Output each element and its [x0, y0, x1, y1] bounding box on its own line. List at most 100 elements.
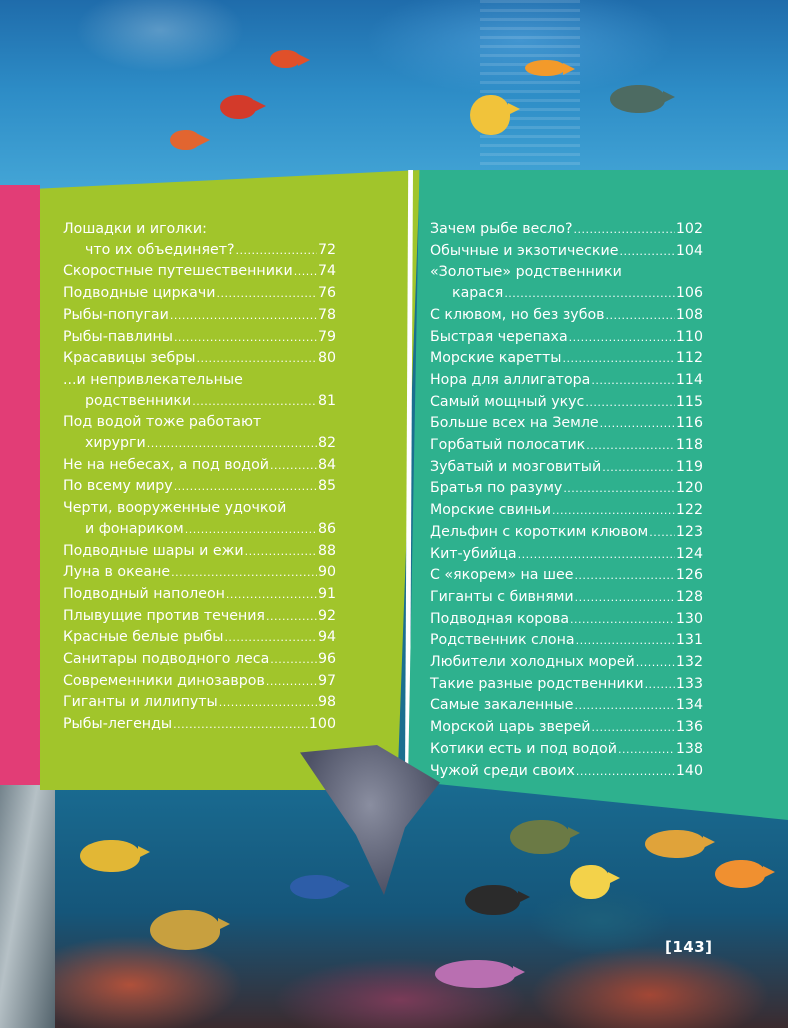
toc-entry-title: Обычные и экзотические: [430, 242, 619, 259]
toc-entry[interactable]: Подводные шары и ежи 88: [63, 541, 336, 563]
toc-entry-title: Красные белые рыбы: [63, 629, 224, 646]
toc-entry[interactable]: Морской царь зверей 136: [430, 717, 703, 739]
toc-entry[interactable]: Черти, вооруженные удочкой и фонариком 86: [63, 498, 336, 540]
toc-entry[interactable]: С «якорем» на шее 126: [430, 565, 703, 587]
toc-entry[interactable]: Подводная корова 130: [430, 609, 703, 631]
toc-column-right: Зачем рыбе весло? 102 Обычные и экзотическ…: [430, 219, 703, 782]
toc-entry-title: Гиганты и лилипуты: [63, 694, 218, 711]
toc-entry[interactable]: Морские каретты 112: [430, 348, 703, 370]
toc-entry-title: Горбатый полосатик: [430, 437, 586, 454]
toc-entry-page: 108: [675, 306, 703, 323]
toc-entry[interactable]: Красные белые рыбы 94: [63, 627, 336, 649]
toc-entry-title: Морские свиньи: [430, 502, 551, 519]
toc-entry[interactable]: Котики есть и под водой 138: [430, 739, 703, 761]
toc-entry[interactable]: ...и непривлекательные родственники 81: [63, 370, 336, 412]
toc-entry-page: 126: [675, 567, 703, 584]
toc-entry[interactable]: «Золотые» родственники карася 106: [430, 262, 703, 304]
toc-entry-page: 79: [317, 328, 336, 345]
toc-entry-page: 78: [317, 306, 336, 323]
toc-entry-page: 124: [675, 545, 703, 562]
toc-entry-title: Рыбы-павлины: [63, 328, 173, 345]
toc-entry[interactable]: Горбатый полосатик 118: [430, 435, 703, 457]
toc-entry[interactable]: Под водой тоже работают хирурги 82: [63, 412, 336, 454]
toc-leader-dots: [266, 671, 317, 693]
toc-leader-dots: [645, 674, 675, 696]
toc-entry-title: Зачем рыбе весло?: [430, 221, 573, 237]
toc-leader-dots: [192, 391, 317, 413]
toc-entry[interactable]: Санитары подводного леса 96: [63, 649, 336, 671]
toc-entry[interactable]: Морские свиньи 122: [430, 500, 703, 522]
toc-entry[interactable]: Быстрая черепаха 110: [430, 327, 703, 349]
toc-entry[interactable]: Красавицы зебры 80: [63, 348, 336, 370]
toc-leader-dots: [636, 652, 675, 674]
toc-entry[interactable]: Нора для аллигатора 114: [430, 370, 703, 392]
toc-entry[interactable]: Гиганты и лилипуты 98: [63, 692, 336, 714]
toc-entry-title: Морской царь зверей: [430, 719, 591, 736]
toc-entry[interactable]: Братья по разуму 120: [430, 478, 703, 500]
grouper-fish-icon: [150, 910, 230, 950]
toc-entry[interactable]: Рыбы-павлины 79: [63, 327, 336, 349]
toc-entry[interactable]: Гиганты с бивнями 128: [430, 587, 703, 609]
toc-entry-title: ...и непривлекательные: [63, 371, 243, 388]
toc-leader-dots: [173, 714, 308, 736]
toc-entry[interactable]: Дельфин с коротким клювом 123: [430, 522, 703, 544]
toc-entry[interactable]: Скоростные путешественники 74: [63, 261, 336, 283]
toc-entry[interactable]: Чужой среди своих 140: [430, 761, 703, 783]
toc-leader-dots: [216, 283, 316, 305]
toc-entry[interactable]: Любители холодных морей 132: [430, 652, 703, 674]
toc-entry[interactable]: Больше всех на Земле 116: [430, 413, 703, 435]
toc-entry[interactable]: Кит-убийца 124: [430, 544, 703, 566]
toc-entry-page: 120: [675, 480, 703, 497]
toc-entry-title: Черти, вооруженные удочкой: [63, 500, 287, 517]
toc-leader-dots: [591, 370, 675, 392]
toc-entry-title: Подводная корова: [430, 610, 570, 627]
toc-entry-page: 72: [317, 241, 336, 258]
toc-entry[interactable]: Плывущие против течения 92: [63, 606, 336, 628]
toc-leader-dots: [294, 261, 317, 283]
toc-entry[interactable]: Обычные и экзотические 104: [430, 241, 703, 263]
toc-entry-page: 102: [675, 221, 703, 237]
toc-entry-page: 91: [317, 585, 336, 602]
toc-entry-page: 116: [675, 415, 703, 432]
toc-entry[interactable]: Подводный наполеон 91: [63, 584, 336, 606]
toc-entry-page: 88: [317, 542, 336, 559]
panel-divider: [405, 170, 413, 780]
toc-entry[interactable]: Луна в океане 90: [63, 562, 336, 584]
toc-entry-title: Чужой среди своих: [430, 762, 575, 779]
toc-entry[interactable]: Не на небесах, а под водой 84: [63, 455, 336, 477]
toc-entry[interactable]: Самые закаленные 134: [430, 695, 703, 717]
toc-entry[interactable]: Подводные циркачи 76: [63, 283, 336, 305]
toc-entry[interactable]: Самый мощный укус 115: [430, 392, 703, 414]
toc-entry-title: Подводные циркачи: [63, 285, 216, 302]
toc-entry-title: Рыбы-попугаи: [63, 306, 169, 323]
toc-entry[interactable]: Современники динозавров 97: [63, 671, 336, 693]
toc-entry[interactable]: По всему миру 85: [63, 476, 336, 498]
toc-entry[interactable]: Зубатый и мозговитый 119: [430, 457, 703, 479]
toc-entry[interactable]: Такие разные родственники 133: [430, 674, 703, 696]
toc-leader-dots: [618, 739, 675, 761]
toc-entry-title: Современники динозавров: [63, 672, 265, 689]
toc-entry-page: 74: [317, 263, 336, 280]
toc-entry-title: Гиганты с бивнями: [430, 588, 574, 605]
toc-entry-page: 94: [317, 629, 336, 646]
toc-entry-title: С «якорем» на шее: [430, 567, 574, 584]
trigger-fish-icon: [465, 885, 530, 915]
toc-leader-dots: [504, 283, 675, 305]
toc-entry[interactable]: С клювом, но без зубов 108: [430, 305, 703, 327]
toc-entry-title: Плывущие против течения: [63, 607, 265, 624]
toc-entry[interactable]: Зачем рыбе весло? 102: [430, 219, 703, 241]
striped-fish-icon: [470, 95, 520, 135]
toc-entry[interactable]: Лошадки и иголки: что их объединяет? 72: [63, 219, 336, 261]
toc-entry-page: 131: [675, 632, 703, 649]
toc-leader-dots: [585, 392, 675, 414]
parrot-fish-icon: [435, 960, 525, 988]
toc-entry-page: 85: [317, 478, 336, 495]
bubbles-decoration: [480, 0, 580, 180]
toc-entry[interactable]: Рыбы-легенды 100: [63, 714, 336, 736]
toc-entry[interactable]: Родственник слона 131: [430, 630, 703, 652]
toc-entry-title: Быстрая черепаха: [430, 328, 568, 345]
toc-entry[interactable]: Рыбы-попугаи 78: [63, 305, 336, 327]
toc-entry-page: 122: [675, 502, 703, 519]
toc-entry-page: 140: [675, 762, 703, 779]
toc-entry-page: 115: [675, 393, 703, 410]
